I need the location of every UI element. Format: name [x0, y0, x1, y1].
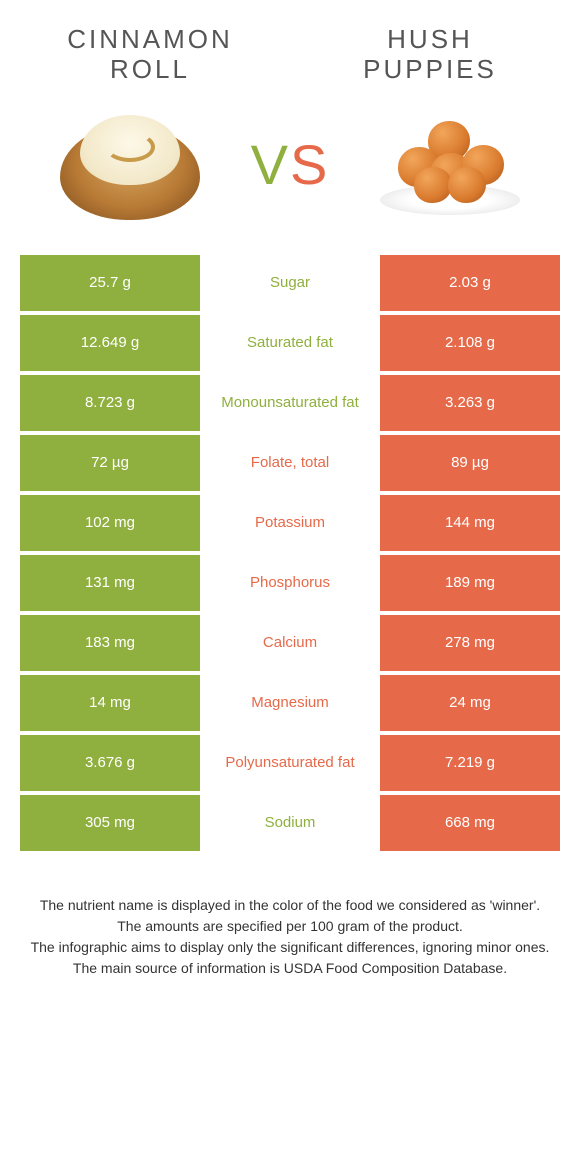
left-value-cell: 183 mg [20, 615, 200, 671]
table-row: 14 mgMagnesium24 mg [20, 675, 560, 731]
right-value-cell: 2.108 g [380, 315, 560, 371]
right-food-title: HUSH PUPPIES [320, 25, 540, 85]
right-value-cell: 278 mg [380, 615, 560, 671]
footer-line4: The main source of information is USDA F… [30, 958, 550, 979]
left-food-title: CINNAMON ROLL [40, 25, 260, 85]
left-value-cell: 131 mg [20, 555, 200, 611]
right-value-cell: 24 mg [380, 675, 560, 731]
footer-notes: The nutrient name is displayed in the co… [0, 855, 580, 979]
left-value-cell: 305 mg [20, 795, 200, 851]
footer-line1: The nutrient name is displayed in the co… [30, 895, 550, 916]
table-row: 131 mgPhosphorus189 mg [20, 555, 560, 611]
nutrient-label-cell: Magnesium [200, 675, 380, 731]
nutrient-label-cell: Saturated fat [200, 315, 380, 371]
right-value-cell: 668 mg [380, 795, 560, 851]
vs-v: V [251, 133, 290, 196]
nutrient-label-cell: Phosphorus [200, 555, 380, 611]
nutrient-label-cell: Folate, total [200, 435, 380, 491]
table-row: 25.7 gSugar2.03 g [20, 255, 560, 311]
table-row: 305 mgSodium668 mg [20, 795, 560, 851]
nutrient-label-cell: Monounsaturated fat [200, 375, 380, 431]
right-value-cell: 89 µg [380, 435, 560, 491]
right-value-cell: 2.03 g [380, 255, 560, 311]
right-title-line1: HUSH [387, 24, 473, 54]
table-row: 3.676 gPolyunsaturated fat7.219 g [20, 735, 560, 791]
nutrient-label-cell: Sugar [200, 255, 380, 311]
nutrient-label-cell: Calcium [200, 615, 380, 671]
right-value-cell: 7.219 g [380, 735, 560, 791]
right-value-cell: 189 mg [380, 555, 560, 611]
left-value-cell: 8.723 g [20, 375, 200, 431]
left-title-line1: CINNAMON [67, 24, 233, 54]
table-row: 102 mgPotassium144 mg [20, 495, 560, 551]
footer-line3: The infographic aims to display only the… [30, 937, 550, 958]
right-title-line2: PUPPIES [363, 54, 497, 84]
table-row: 12.649 gSaturated fat2.108 g [20, 315, 560, 371]
cinnamon-roll-image [50, 105, 210, 225]
vs-s: S [290, 133, 329, 196]
left-value-cell: 102 mg [20, 495, 200, 551]
nutrient-label-cell: Potassium [200, 495, 380, 551]
nutrient-label-cell: Sodium [200, 795, 380, 851]
header: CINNAMON ROLL HUSH PUPPIES [0, 0, 580, 85]
left-value-cell: 25.7 g [20, 255, 200, 311]
vs-label: VS [251, 132, 330, 197]
right-value-cell: 3.263 g [380, 375, 560, 431]
table-row: 8.723 gMonounsaturated fat3.263 g [20, 375, 560, 431]
footer-line2: The amounts are specified per 100 gram o… [30, 916, 550, 937]
left-value-cell: 3.676 g [20, 735, 200, 791]
table-row: 72 µgFolate, total89 µg [20, 435, 560, 491]
images-row: VS [0, 85, 580, 255]
comparison-table: 25.7 gSugar2.03 g12.649 gSaturated fat2.… [0, 255, 580, 851]
left-value-cell: 14 mg [20, 675, 200, 731]
nutrient-label-cell: Polyunsaturated fat [200, 735, 380, 791]
hush-puppies-image [370, 105, 530, 225]
left-title-line2: ROLL [110, 54, 190, 84]
left-value-cell: 12.649 g [20, 315, 200, 371]
left-value-cell: 72 µg [20, 435, 200, 491]
right-value-cell: 144 mg [380, 495, 560, 551]
table-row: 183 mgCalcium278 mg [20, 615, 560, 671]
